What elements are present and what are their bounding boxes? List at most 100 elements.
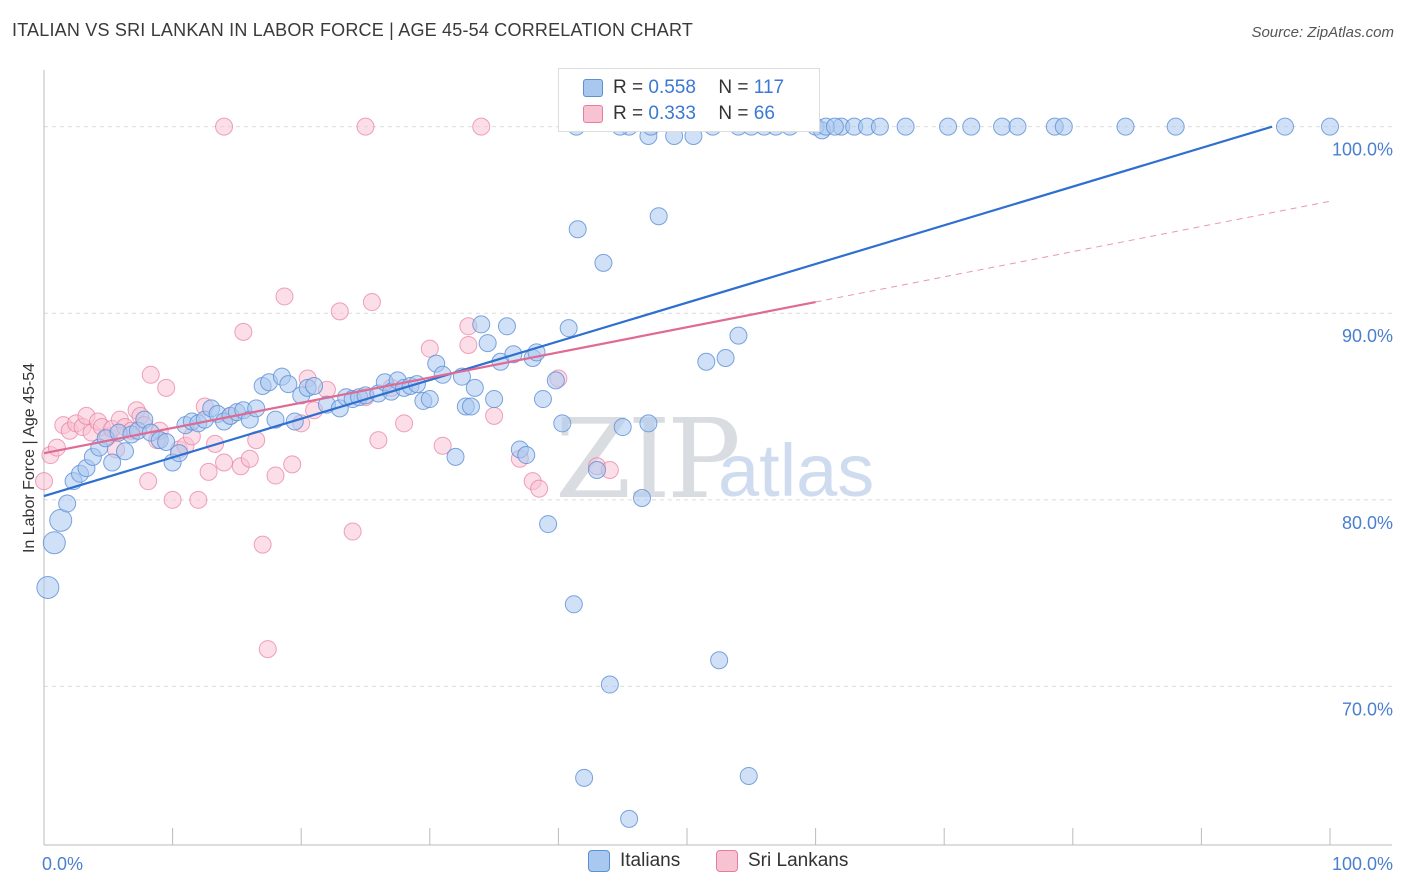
sri-lankans-point xyxy=(472,117,491,136)
bottom-legend-srilankans-label: Sri Lankans xyxy=(748,850,849,871)
italians-point xyxy=(116,442,135,461)
italians-point xyxy=(896,117,915,136)
sri-lankans-point xyxy=(369,431,388,450)
sri-lankans-point xyxy=(395,414,414,433)
sri-lankans-points xyxy=(35,117,619,659)
bottom-legend-srilankans[interactable]: Sri Lankans xyxy=(716,850,848,872)
sri-lankans-trend-extension xyxy=(815,200,1331,303)
italians-point xyxy=(729,326,748,345)
sri-lankans-point xyxy=(266,466,285,485)
italians-point xyxy=(1321,117,1339,136)
legend-r-label: R = xyxy=(613,77,644,98)
sri-lankans-point xyxy=(215,453,234,472)
italians-point xyxy=(870,117,889,136)
italians-point xyxy=(716,349,735,368)
italians-trend-line xyxy=(43,125,1273,498)
tick-labels: 70.0% 80.0% 90.0% 100.0% 0.0% 100.0% xyxy=(42,140,1393,874)
legend-n-value: 117 xyxy=(753,77,785,98)
italians-point xyxy=(420,390,439,409)
legend-r-value: 0.333 xyxy=(648,103,696,124)
sri-lankans-point xyxy=(530,479,549,498)
italians-point xyxy=(620,809,639,828)
sri-lankans-point xyxy=(240,449,259,468)
italians-point xyxy=(939,117,958,136)
italians-point xyxy=(539,515,558,534)
sri-lankans-point xyxy=(163,490,182,509)
italians-point xyxy=(1054,117,1073,136)
y-tick-label: 70.0% xyxy=(1342,699,1393,719)
legend-row-italians: R = 0.558 N = 117 xyxy=(583,75,784,101)
legend: R = 0.558 N = 117 R = 0.333 N = 66 xyxy=(558,68,820,132)
italians-point xyxy=(305,377,324,395)
italians-point xyxy=(697,352,716,371)
sri-lankans-point xyxy=(215,117,234,136)
source-label: Source: ZipAtlas.com xyxy=(1251,24,1394,41)
legend-r-value: 0.558 xyxy=(648,77,696,98)
italians-point xyxy=(247,399,266,418)
italians-point xyxy=(42,531,66,555)
italians-point xyxy=(600,675,619,694)
sri-lankans-point xyxy=(433,436,452,455)
sri-lankans-point xyxy=(420,339,439,358)
sri-lankans-point xyxy=(234,322,253,341)
italians-point xyxy=(49,508,73,532)
y-tick-label: 100.0% xyxy=(1332,140,1393,160)
sri-lankans-point xyxy=(485,406,504,425)
italians-point xyxy=(1275,117,1294,136)
bottom-legend: Italians Sri Lankans xyxy=(0,850,1406,878)
italians-point xyxy=(594,253,613,272)
italians-point xyxy=(1008,117,1027,136)
legend-row-srilankans: R = 0.333 N = 66 xyxy=(583,101,775,127)
italians-point xyxy=(472,315,491,334)
italians-point xyxy=(103,453,122,472)
italians-point xyxy=(36,576,60,600)
legend-n-label: N = xyxy=(718,77,749,98)
srilankans-swatch xyxy=(583,105,603,123)
italians-point xyxy=(639,414,658,433)
bottom-legend-italians-label: Italians xyxy=(620,850,681,871)
italians-point xyxy=(157,432,176,451)
sri-lankans-point xyxy=(283,455,302,474)
italians-point xyxy=(993,117,1012,136)
italians-point xyxy=(575,768,594,787)
italians-point xyxy=(461,397,480,416)
legend-r-label: R = xyxy=(613,103,644,124)
y-tick-label: 90.0% xyxy=(1342,326,1393,346)
legend-n-label: N = xyxy=(718,103,749,124)
srilankans-swatch xyxy=(716,850,738,872)
italians-points xyxy=(36,117,1339,828)
italians-point xyxy=(587,460,606,479)
italians-point xyxy=(1166,117,1185,136)
italians-point xyxy=(517,446,536,465)
italians-swatch xyxy=(588,850,610,872)
italians-swatch xyxy=(583,79,603,97)
bottom-legend-italians[interactable]: Italians xyxy=(588,850,680,872)
italians-point xyxy=(825,117,844,136)
y-tick-label: 80.0% xyxy=(1342,513,1393,533)
italians-point xyxy=(58,494,77,513)
italians-point xyxy=(546,371,565,390)
italians-point xyxy=(710,651,729,670)
italians-point xyxy=(553,414,572,433)
italians-point xyxy=(497,317,516,336)
y-axis-title: In Labor Force | Age 45-54 xyxy=(21,363,38,553)
sri-lankans-point xyxy=(356,117,375,136)
italians-point xyxy=(739,766,758,785)
sri-lankans-point xyxy=(258,640,277,659)
sri-lankans-trend-line xyxy=(43,300,816,455)
sri-lankans-point xyxy=(343,522,362,541)
italians-point xyxy=(465,378,484,397)
sri-lankans-point xyxy=(157,378,176,397)
sri-lankans-point xyxy=(253,535,272,554)
sri-lankans-point xyxy=(362,293,381,312)
italians-point xyxy=(568,220,587,239)
italians-point xyxy=(485,390,504,409)
sri-lankans-point xyxy=(47,438,66,457)
sri-lankans-point xyxy=(330,302,349,321)
chart-title: ITALIAN VS SRI LANKAN IN LABOR FORCE | A… xyxy=(12,20,694,40)
italians-point xyxy=(446,447,465,466)
italians-point xyxy=(533,390,552,409)
italians-point xyxy=(478,334,497,353)
x-tick-label-min: 0.0% xyxy=(42,854,83,874)
